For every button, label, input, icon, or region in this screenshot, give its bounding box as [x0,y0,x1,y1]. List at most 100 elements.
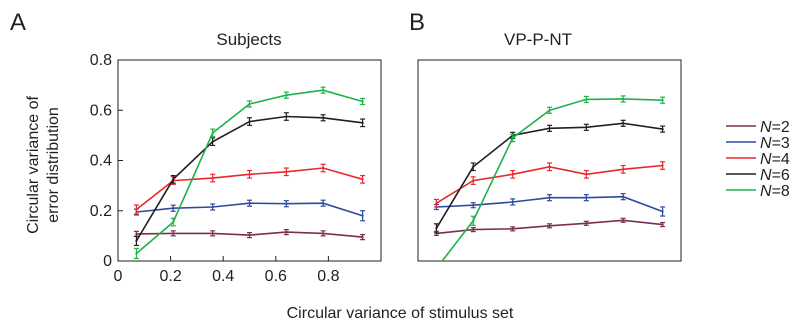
data-point [322,116,325,119]
data-point [511,227,514,230]
data-point [511,136,514,139]
y-tick-label: 0.4 [90,153,112,170]
legend-label: N=8 [760,183,790,200]
data-point [435,227,438,230]
data-point [511,173,514,176]
data-point [285,115,288,118]
data-point [361,214,364,217]
data-point [472,228,475,231]
data-point [322,202,325,205]
data-point [248,102,251,106]
y-axis-label-line-1: Circular variance of [25,96,42,234]
y-axis-label: Circular variance of error distribution [25,96,62,234]
panel-a-plot-frame [117,59,382,262]
data-point [248,234,251,237]
data-point [548,165,551,168]
data-point [585,196,588,199]
panel-b-letter: B [409,9,425,36]
series-line [135,115,363,242]
legend-item: N=2 [726,119,790,136]
data-point [548,224,551,227]
data-point [511,200,514,204]
data-point [548,127,551,130]
legend-label: N=3 [760,135,790,152]
data-point [322,89,325,92]
y-tick-label: 0 [103,253,112,270]
data-point [211,205,214,209]
data-point [472,179,475,182]
data-point [248,173,251,176]
data-point [135,239,138,242]
data-point [622,97,625,101]
data-point [435,267,437,269]
x-tick-label: 0.8 [317,268,339,285]
legend: N=2N=3N=4N=6N=8 [726,119,790,200]
data-point [285,94,288,97]
series-N-4 [433,161,666,208]
data-point [472,219,475,222]
data-point [472,204,475,207]
y-tick-label: 0.6 [90,102,112,119]
data-point [211,131,214,134]
data-point [548,196,551,199]
data-point [211,232,214,235]
panel-a-series [133,86,366,260]
data-point [135,252,138,255]
data-point [211,176,214,180]
data-point [211,140,214,143]
legend-label: N=6 [760,167,790,184]
series-N-8 [133,86,366,260]
data-point [435,202,438,205]
series-N-6 [133,112,366,247]
y-tick-label: 0.2 [90,203,112,220]
x-tick-label: 0.6 [265,268,287,285]
series-N-2 [133,228,366,241]
data-point [661,223,664,226]
x-axis-label: Circular variance of stimulus set [287,305,514,322]
y-axis-label-line-2: error distribution [45,107,62,223]
data-point [622,168,625,171]
data-point [172,232,175,235]
data-point [172,207,175,210]
data-point [585,222,588,225]
legend-item: N=4 [726,151,790,168]
data-point [548,109,551,112]
series-N-3 [433,193,666,217]
data-point [361,121,364,124]
panel-a-x-ticks: 0 0.2 0.4 0.6 0.8 [114,256,340,285]
data-point [135,208,138,211]
data-point [361,100,364,103]
data-point [661,164,664,167]
series-N-2 [433,217,666,236]
y-tick-label: 0.8 [90,52,112,69]
x-tick-label: 0 [114,268,123,285]
data-point [585,98,588,101]
data-point [172,220,175,224]
data-point [135,232,138,235]
data-point [285,231,288,234]
data-point [622,195,625,198]
data-point [285,202,288,205]
x-tick-label: 0.4 [212,268,234,285]
panel-a-title: Subjects [216,30,281,49]
legend-item: N=3 [726,135,790,152]
series-line [435,122,663,229]
data-point [585,126,588,129]
series-N-3 [133,199,366,222]
data-point [622,122,625,125]
data-point [361,236,364,239]
panel-b-title: VP-P-NT [504,30,572,49]
data-point [661,210,664,213]
series-N-8 [435,95,666,269]
x-tick-label: 0.2 [159,268,181,285]
series-N-6 [433,119,666,234]
data-point [322,166,325,170]
data-point [322,232,325,235]
legend-label: N=2 [760,119,790,136]
data-point [248,120,251,123]
legend-label: N=4 [760,151,790,168]
data-point [172,178,175,181]
data-point [472,165,475,168]
legend-item: N=6 [726,167,790,184]
data-point [585,173,588,176]
